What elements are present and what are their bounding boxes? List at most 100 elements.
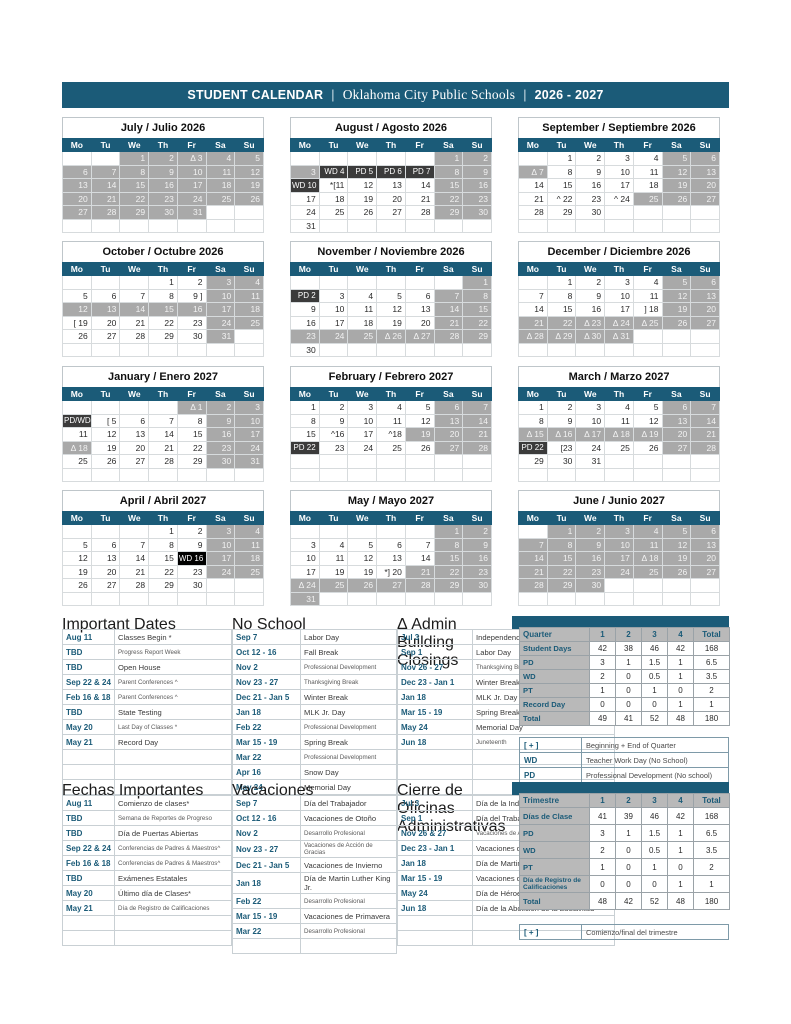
day-cell-empty [661, 454, 692, 469]
quarter-row-label: PT [519, 858, 590, 876]
legend-date: Mar 22 [232, 749, 301, 765]
quarter-value: 41 [589, 807, 616, 825]
day-cell: 15 [546, 551, 577, 566]
weekday-header: We [575, 138, 606, 152]
day-cell-empty [62, 400, 92, 415]
day-cell-empty [318, 218, 349, 233]
quarter-data-row: WD 2 0 0.5 1 3.5 [519, 669, 730, 684]
weekday-header: Mo [62, 387, 92, 401]
day-cell: 26 [661, 315, 692, 330]
weekday-header-row: Mo Tu We Th Fr Sa Su [290, 138, 492, 152]
weekday-header: Tu [318, 511, 349, 525]
quarter-number-header: 3 [641, 793, 668, 808]
no-school-table: Sep 7 Labor Day Oct 12 - 16 Fall Break Nov 2… [232, 629, 397, 795]
day-cell-empty [376, 151, 406, 166]
day-cell-empty [176, 342, 207, 357]
day-cell: PD 2 [290, 288, 320, 303]
day-cell: 14 [462, 413, 492, 428]
quarter-number-header: Total [693, 793, 730, 808]
legend-label: Vacaciones de Invierno [300, 857, 397, 873]
weekday-header: Mo [518, 387, 548, 401]
day-cell: 5 [376, 288, 406, 303]
day-cell: 29 [518, 454, 548, 469]
day-cell: 8 [433, 537, 464, 552]
quarter-value: 49 [589, 711, 616, 726]
day-cell: 20 [661, 427, 692, 442]
day-cell: 26 [632, 440, 663, 455]
legend-row: Sep 22 & 24 Conferencias de Padres & Maes… [62, 840, 232, 856]
day-cell-empty [318, 342, 349, 357]
week-row: 16 17 18 19 20 21 22 [290, 315, 492, 330]
quarter-value: 0 [615, 669, 642, 684]
day-cell-empty [604, 454, 634, 469]
week-row: 31 [290, 591, 492, 606]
week-row: 11 12 13 14 15 16 17 [62, 427, 264, 442]
day-cell: Δ 28 [518, 329, 548, 344]
legend-row [62, 779, 232, 795]
day-cell: 6 [690, 151, 720, 166]
day-cell: 10 [176, 164, 207, 179]
day-cell-empty [90, 467, 121, 482]
day-cell-empty [433, 454, 464, 469]
month-table: Mo Tu We Th Fr Sa Su 1 2 Δ 3 4 5 6 7 8 9 10 11 12 13 14 15 16 1… [62, 138, 264, 233]
day-cell: PD 6 [376, 164, 406, 179]
quarter-value: 42 [615, 892, 642, 910]
legend-date: Dec 23 - Jan 1 [397, 840, 473, 856]
weekday-header: Mo [290, 511, 320, 525]
day-cell: 4 [205, 151, 236, 166]
weekday-header: Mo [290, 138, 320, 152]
day-cell: 21 [119, 564, 150, 579]
weekday-header: Su [462, 138, 492, 152]
day-cell: 25 [632, 191, 663, 206]
legend-row: May 20 Último día de Clases* [62, 885, 232, 901]
day-cell: 11 [604, 413, 634, 428]
day-cell: 22 [148, 315, 178, 330]
day-cell: 7 [404, 537, 435, 552]
legend-date: Jul 3 [397, 629, 473, 645]
week-row: 21 22 23 24 25 26 27 [518, 564, 720, 579]
day-cell-empty [462, 342, 492, 357]
day-cell: WD 16 [176, 551, 207, 566]
day-cell: ^18 [376, 427, 406, 442]
day-cell: 27 [90, 329, 121, 344]
legend-label: Conferencias de Padres & Maestros^ [114, 855, 232, 871]
day-cell: 20 [62, 191, 92, 206]
legend-date: Sep 22 & 24 [62, 674, 115, 690]
day-cell-empty [234, 205, 264, 220]
day-cell-empty [690, 342, 720, 357]
day-cell: 22 [433, 564, 464, 579]
legend-row: Sep 7 Día del Trabajador [232, 795, 397, 811]
day-cell: 9 [575, 288, 606, 303]
day-cell: 25 [234, 564, 264, 579]
quarter-value: 0 [615, 683, 642, 698]
day-cell: Δ 26 [376, 329, 406, 344]
legend-date: Oct 12 - 16 [232, 644, 301, 660]
day-cell-empty [234, 218, 264, 233]
day-cell: 19 [347, 564, 378, 579]
quarter-value: 1 [667, 655, 694, 670]
quarter-data-row: Total 48 42 52 48 180 [519, 892, 730, 910]
school-years: 2026 - 2027 [534, 88, 604, 102]
legend-row: TBD Progress Report Week [62, 644, 232, 660]
day-cell-empty [546, 218, 577, 233]
legend-date [62, 764, 115, 780]
day-cell: 11 [62, 427, 92, 442]
day-cell: 28 [518, 578, 548, 593]
title-divider-2: | [523, 88, 527, 102]
quarter-value: 0 [667, 683, 694, 698]
weekday-header: Fr [176, 262, 207, 276]
day-cell: 18 [347, 315, 378, 330]
weekday-header: Sa [433, 262, 464, 276]
week-row: 5 6 7 8 9 10 11 [62, 537, 264, 552]
week-row [518, 591, 720, 606]
day-cell: 16 [462, 551, 492, 566]
quarter-value: 0 [589, 875, 616, 893]
day-cell: 25 [318, 578, 349, 593]
important-dates-header: Important Dates [62, 616, 176, 633]
day-cell: 8 [546, 537, 577, 552]
legend-date: Sep 7 [232, 629, 301, 645]
day-cell: 14 [90, 178, 121, 193]
